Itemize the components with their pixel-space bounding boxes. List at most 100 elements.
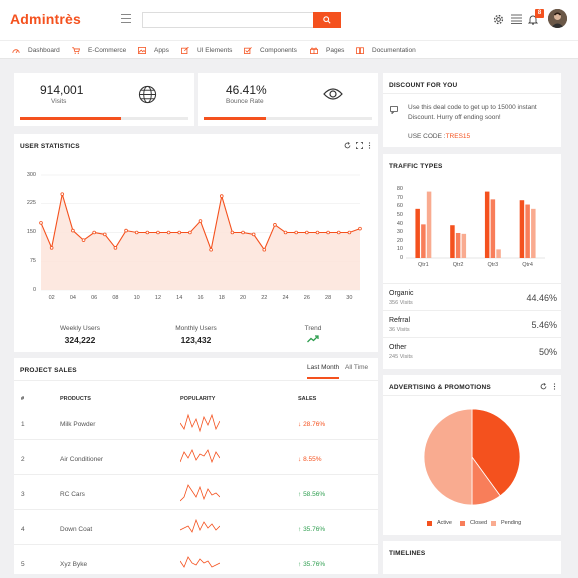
main-navigation: Dashboard E-Commerce Apps UI Elements Co… <box>0 40 578 59</box>
pie-slice-active <box>471 408 521 497</box>
breakdown-separator <box>383 283 561 284</box>
eye-icon <box>323 88 343 100</box>
traffic-bar <box>519 200 525 258</box>
traffic-bar <box>496 249 501 258</box>
dashboard-icon <box>12 49 20 54</box>
traffic-bar <box>426 191 432 258</box>
sales-value: ↑ 35.76% <box>298 526 325 533</box>
visits-stat-card: 914,001 Visits <box>14 73 194 126</box>
traffic-types-title: TRAFFIC TYPES <box>389 163 443 170</box>
x-axis-tick-label: 02 <box>48 295 55 301</box>
fullscreen-icon[interactable] <box>356 142 363 149</box>
product-name: Air Conditioner <box>60 456 103 463</box>
discount-code[interactable]: TRES15 <box>445 133 471 140</box>
traffic-source-visits: 356 Visits <box>389 300 413 306</box>
x-axis-tick-label: 18 <box>218 295 225 301</box>
y-axis-tick-label: 225 <box>26 200 36 207</box>
data-point <box>134 230 139 235</box>
x-axis-tick-label: 16 <box>197 295 204 301</box>
refresh-icon[interactable] <box>344 142 351 149</box>
traffic-bar <box>490 199 496 258</box>
column-header-number: # <box>21 396 25 402</box>
data-point <box>347 230 352 235</box>
x-axis-tick-label: 30 <box>346 295 353 301</box>
discount-code-label: USE CODE : <box>408 133 446 140</box>
timelines-title: TIMELINES <box>389 550 426 557</box>
message-icon <box>390 106 398 114</box>
nav-apps[interactable]: Apps <box>138 41 169 60</box>
list-menu-icon[interactable] <box>509 12 523 26</box>
x-axis-tick-label: 12 <box>154 295 162 301</box>
advertising-title: ADVERTISING & PROMOTIONS <box>389 384 491 391</box>
traffic-bar <box>450 225 455 258</box>
x-axis-category-label: Qtr2 <box>452 262 464 268</box>
discount-card: DISCOUNT FOR YOU <box>383 73 561 147</box>
project-sales-title: PROJECT SALES <box>20 367 77 374</box>
x-axis-tick-label: 20 <box>239 295 247 301</box>
discount-code-line: USE CODE :TRES15 <box>408 133 470 140</box>
tab-all-time[interactable]: All Time <box>345 364 369 371</box>
edit-icon <box>181 47 189 54</box>
visits-progress-fill <box>20 117 121 120</box>
advertising-more-icon[interactable] <box>551 383 558 390</box>
x-axis-tick-label: 14 <box>176 295 183 301</box>
data-point <box>81 238 86 242</box>
x-axis-tick-label: 22 <box>261 295 268 301</box>
advertising-refresh-icon[interactable] <box>540 383 547 390</box>
nav-ecommerce[interactable]: E-Commerce <box>72 41 126 60</box>
nav-ecommerce-label: E-Commerce <box>88 47 127 54</box>
nav-documentation[interactable]: Documentation <box>356 41 416 60</box>
hamburger-menu-icon[interactable] <box>121 14 131 23</box>
monthly-users-label: Monthly Users <box>175 325 217 332</box>
popularity-sparkline <box>180 413 220 433</box>
user-avatar[interactable] <box>548 9 567 28</box>
legend-swatch <box>427 520 432 526</box>
row-number: 2 <box>21 456 25 463</box>
sales-percent: 28.76% <box>303 421 326 428</box>
product-name: Down Coat <box>60 526 93 533</box>
x-axis-category-label: Qtr1 <box>418 262 429 268</box>
legend-item-closed: Closed <box>460 520 487 526</box>
y-axis-tick-label: 60 <box>396 203 403 210</box>
nav-ui-elements[interactable]: UI Elements <box>181 41 232 60</box>
breakdown-separator <box>383 310 561 311</box>
y-axis-tick-label: 70 <box>396 194 403 201</box>
brand-logo[interactable]: Admintrès <box>10 11 82 27</box>
breakdown-separator <box>383 337 561 338</box>
tab-last-month[interactable]: Last Month <box>307 360 340 379</box>
nav-dashboard[interactable]: Dashboard <box>12 41 60 60</box>
traffic-source-label: Organic <box>389 290 414 297</box>
search-input[interactable] <box>142 12 313 28</box>
sales-value: ↑ 58.56% <box>298 491 325 498</box>
traffic-bar <box>421 224 426 258</box>
x-axis-tick-label: 10 <box>133 295 140 301</box>
nav-documentation-label: Documentation <box>372 47 416 54</box>
discount-text: Use this deal code to get up to 15000 in… <box>408 104 537 121</box>
nav-components[interactable]: Components <box>244 41 297 60</box>
data-point <box>177 230 182 235</box>
traffic-source-percent: 5.46% <box>531 320 557 330</box>
traffic-source-percent: 44.46% <box>526 293 557 303</box>
data-point <box>156 230 160 235</box>
search-button[interactable] <box>313 12 341 28</box>
nav-pages[interactable]: Pages <box>310 41 344 60</box>
bounce-rate-label: Bounce Rate <box>226 98 264 105</box>
more-options-icon[interactable] <box>366 142 373 149</box>
legend-item-pending: Pending <box>491 520 521 526</box>
data-point <box>92 230 96 235</box>
image-icon <box>138 47 146 54</box>
bounce-rate-value: 46.41% <box>226 83 267 97</box>
settings-gear-icon[interactable] <box>491 12 505 26</box>
arrow-down-icon: ↓ <box>298 421 304 428</box>
notification-bell-icon[interactable] <box>526 12 540 26</box>
traffic-source-percent: 50% <box>538 347 557 357</box>
y-axis-tick-label: 0 <box>399 255 403 261</box>
timelines-card: TIMELINES <box>383 541 561 574</box>
popularity-sparkline <box>180 449 220 464</box>
checkbox-icon <box>244 47 252 54</box>
visits-progress-bar <box>20 117 188 120</box>
x-axis-category-label: Qtr4 <box>522 262 533 268</box>
